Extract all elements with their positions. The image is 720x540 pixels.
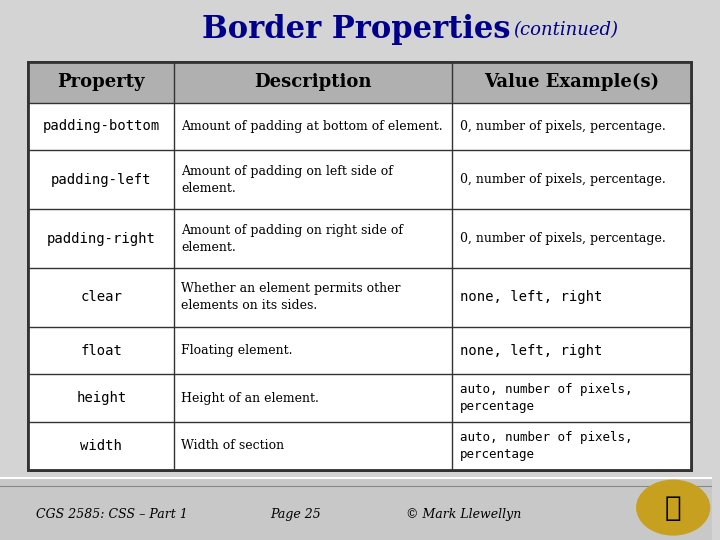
Text: auto, number of pixels,
percentage: auto, number of pixels, percentage — [459, 431, 632, 461]
FancyBboxPatch shape — [0, 478, 712, 540]
Text: Amount of padding on left side of
element.: Amount of padding on left side of elemen… — [181, 165, 393, 195]
Text: Description: Description — [255, 73, 372, 91]
Text: Amount of padding at bottom of element.: Amount of padding at bottom of element. — [181, 120, 443, 133]
Text: 0, number of pixels, percentage.: 0, number of pixels, percentage. — [459, 173, 665, 186]
FancyBboxPatch shape — [29, 103, 691, 150]
Text: clear: clear — [81, 291, 122, 305]
Circle shape — [636, 480, 710, 535]
Text: 0, number of pixels, percentage.: 0, number of pixels, percentage. — [459, 120, 665, 133]
Text: Width of section: Width of section — [181, 440, 284, 453]
FancyBboxPatch shape — [29, 268, 691, 327]
Text: padding-left: padding-left — [51, 173, 152, 187]
Text: Property: Property — [58, 73, 145, 91]
Text: Value Example(s): Value Example(s) — [484, 73, 660, 91]
Text: (continued): (continued) — [513, 21, 618, 39]
Text: CGS 2585: CSS – Part 1: CGS 2585: CSS – Part 1 — [35, 508, 187, 521]
Text: Page 25: Page 25 — [271, 508, 321, 521]
Text: padding-bottom: padding-bottom — [42, 119, 160, 133]
FancyBboxPatch shape — [29, 150, 691, 209]
Text: 🦅: 🦅 — [665, 494, 682, 522]
Text: width: width — [81, 439, 122, 453]
Text: 0, number of pixels, percentage.: 0, number of pixels, percentage. — [459, 232, 665, 245]
FancyBboxPatch shape — [29, 327, 691, 375]
FancyBboxPatch shape — [29, 62, 691, 470]
Text: padding-right: padding-right — [47, 232, 156, 246]
Text: Amount of padding on right side of
element.: Amount of padding on right side of eleme… — [181, 224, 403, 254]
FancyBboxPatch shape — [29, 209, 691, 268]
Text: height: height — [76, 392, 127, 406]
Text: Floating element.: Floating element. — [181, 344, 293, 357]
Text: Height of an element.: Height of an element. — [181, 392, 319, 405]
Text: float: float — [81, 343, 122, 357]
Text: © Mark Llewellyn: © Mark Llewellyn — [406, 508, 521, 521]
FancyBboxPatch shape — [29, 62, 691, 103]
FancyBboxPatch shape — [29, 375, 691, 422]
Text: none, left, right: none, left, right — [459, 343, 602, 357]
Text: none, left, right: none, left, right — [459, 291, 602, 305]
FancyBboxPatch shape — [29, 422, 691, 470]
Text: Border Properties: Border Properties — [202, 14, 510, 45]
Text: Whether an element permits other
elements on its sides.: Whether an element permits other element… — [181, 282, 401, 313]
Text: auto, number of pixels,
percentage: auto, number of pixels, percentage — [459, 383, 632, 413]
